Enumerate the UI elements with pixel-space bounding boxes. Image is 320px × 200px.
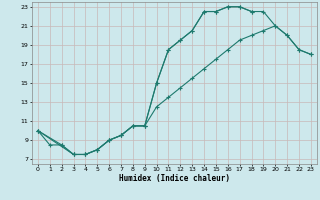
X-axis label: Humidex (Indice chaleur): Humidex (Indice chaleur): [119, 174, 230, 183]
